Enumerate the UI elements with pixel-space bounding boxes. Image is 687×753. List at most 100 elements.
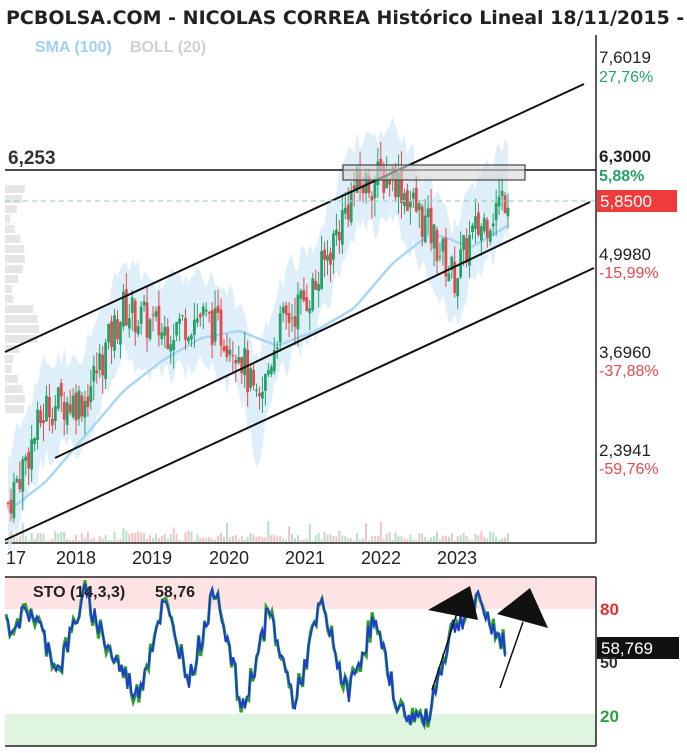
candle: [361, 185, 365, 194]
y-pct-3: -37,88%: [599, 363, 659, 380]
candle: [95, 370, 99, 374]
candle: [249, 368, 253, 388]
candle: [305, 297, 309, 312]
volume-bar: [45, 540, 48, 542]
candle: [411, 192, 415, 199]
volume-bar: [27, 540, 30, 542]
candle: [453, 261, 457, 294]
candle: [332, 233, 335, 260]
volume-bar: [101, 538, 104, 542]
candle: [225, 345, 229, 358]
y-pct-2: -15,99%: [599, 265, 659, 282]
candle: [213, 308, 217, 342]
oversold-zone: [5, 714, 596, 746]
candle: [346, 204, 350, 220]
volume-bar: [456, 536, 459, 542]
candle: [429, 207, 433, 244]
volume-bar: [113, 531, 116, 542]
candle: [263, 373, 267, 391]
volume-bar: [217, 535, 220, 542]
candle: [27, 451, 31, 469]
volume-bar: [344, 536, 347, 542]
volume-bar: [143, 533, 146, 542]
candle: [408, 201, 412, 208]
volume-bar: [261, 537, 264, 542]
arrow-head-1[interactable]: [428, 586, 478, 620]
volume-bar: [237, 539, 240, 542]
volume-bar: [483, 536, 486, 542]
candle: [201, 306, 205, 316]
arrow-head-2[interactable]: [497, 588, 548, 628]
candle: [370, 196, 374, 201]
volume-bar: [163, 534, 166, 542]
candle: [296, 294, 300, 330]
resistance-box[interactable]: [342, 164, 526, 181]
candle: [485, 219, 489, 238]
candle: [388, 178, 392, 185]
volume-bar: [134, 533, 137, 542]
volume-bar: [184, 532, 187, 542]
x-tick-6: 2023: [437, 548, 477, 568]
candle: [400, 167, 403, 204]
volume-profile-bar: [5, 355, 14, 363]
volume-bar: [214, 539, 217, 542]
candle: [234, 359, 238, 364]
volume-bar: [341, 535, 344, 542]
volume-bar: [326, 534, 329, 542]
volume-profile-bar: [5, 315, 38, 323]
volume-bar: [169, 534, 172, 542]
volume-bar: [131, 532, 134, 542]
volume-profile-bar: [5, 375, 18, 383]
resistance-label: 6,253: [8, 148, 56, 169]
volume-bar: [376, 535, 379, 542]
volume-bar: [353, 540, 356, 542]
sto-level-50: 50: [600, 655, 618, 672]
channel-middle-line[interactable]: [54, 201, 591, 459]
channel-upper-line[interactable]: [4, 83, 585, 353]
candle: [98, 353, 102, 370]
volume-bar: [110, 540, 113, 542]
volume-profile-bar: [5, 245, 25, 253]
sto-label: STO (14,3,3): [33, 584, 125, 601]
candle: [59, 383, 63, 397]
candle: [6, 502, 10, 505]
candle: [287, 312, 291, 323]
candle: [317, 284, 321, 291]
candle: [397, 172, 400, 198]
y-tick-4: 2,3941: [599, 441, 651, 460]
candle: [113, 315, 116, 351]
volume-bar: [92, 537, 95, 542]
x-tick-0: 17: [6, 548, 26, 568]
volume-bar: [187, 530, 190, 542]
volume-bar: [149, 535, 152, 542]
chart-title: PCBOLSA.COM - NICOLAS CORREA Histórico L…: [6, 7, 687, 29]
candle: [482, 218, 486, 232]
candle: [9, 499, 13, 514]
candle: [181, 315, 184, 317]
candle: [261, 391, 264, 399]
candle: [130, 297, 134, 314]
channel-lower-line[interactable]: [4, 267, 595, 541]
candle: [494, 203, 498, 221]
stochastic-panel: STO (14,3,3) 58,76 80 58,769 50 20: [4, 576, 679, 747]
candle: [252, 369, 255, 386]
volume-bar: [495, 536, 498, 542]
y-pct-4: -59,76%: [599, 461, 659, 478]
volume-bar: [477, 535, 480, 542]
candle: [308, 308, 312, 314]
candle: [110, 321, 113, 348]
candle: [343, 207, 347, 214]
volume-bar: [30, 533, 33, 542]
volume-bars: [7, 521, 509, 542]
volume-bar: [178, 539, 181, 542]
volume-bar: [252, 534, 255, 542]
arrow-line-2[interactable]: [499, 621, 524, 689]
arrow-line-1[interactable]: [431, 609, 459, 691]
volume-bar: [140, 532, 143, 542]
volume-bar: [459, 535, 462, 542]
volume-bar: [222, 536, 225, 542]
candle: [163, 326, 167, 336]
volume-bar: [264, 537, 267, 542]
volume-bar: [116, 539, 119, 542]
volume-bar: [293, 538, 296, 542]
